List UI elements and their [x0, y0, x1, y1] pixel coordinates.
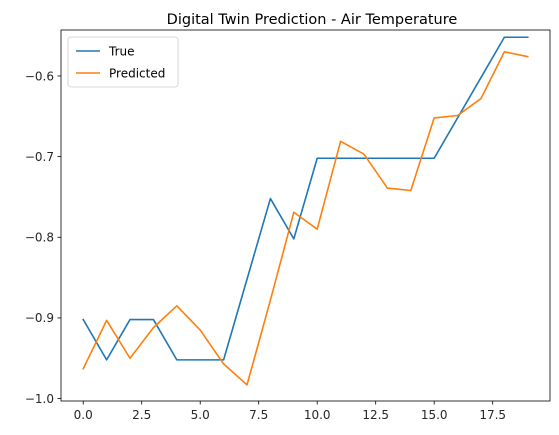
legend: True Predicted: [67, 36, 179, 88]
y-tick-label: −0.6: [25, 69, 54, 83]
x-tick-label: 17.5: [479, 408, 506, 422]
series-line-predicted: [82, 50, 529, 386]
chart-title: Digital Twin Prediction - Air Temperatur…: [167, 12, 458, 28]
x-tick-label: 0.0: [74, 408, 93, 422]
x-tick-label: 15.0: [421, 408, 448, 422]
x-tick-label: 2.5: [132, 408, 151, 422]
x-tick-label: 5.0: [191, 408, 210, 422]
x-tick-label: 12.5: [362, 408, 389, 422]
legend-label-predicted: Predicted: [109, 66, 165, 80]
y-tick-label: −0.7: [25, 150, 54, 164]
x-tick-label: 10.0: [304, 408, 331, 422]
plot-frame: [60, 29, 551, 402]
y-tick-label: −0.8: [25, 231, 54, 245]
series-line-true: [82, 36, 529, 361]
legend-label-true: True: [108, 44, 135, 58]
y-tick-label: −1.0: [25, 392, 54, 406]
y-tick-label: −0.9: [25, 311, 54, 325]
x-tick-label: 7.5: [249, 408, 268, 422]
legend-box: [67, 36, 179, 88]
